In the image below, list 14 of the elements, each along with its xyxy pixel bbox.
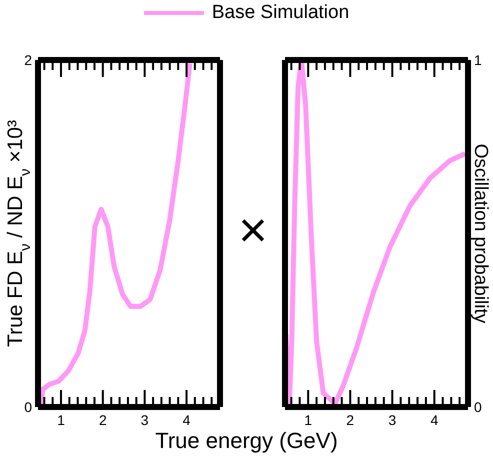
x-tick-label: 2: [98, 412, 107, 428]
x-tick-label: 4: [182, 412, 191, 428]
x-tick-label: 1: [304, 412, 312, 428]
x-tick-label: 1: [57, 412, 66, 428]
y2-axis-title: Oscillation probability: [470, 144, 491, 324]
y2-tick-label: 1: [474, 52, 482, 68]
x-axis-title: True energy (GeV): [154, 428, 339, 454]
text: ×: [237, 202, 269, 258]
x-tick-label: 4: [430, 412, 438, 428]
y2-tick-label: 0: [474, 398, 482, 415]
legend-label: Base Simulation: [212, 2, 350, 24]
x-tick-label: 3: [388, 412, 396, 428]
x-tick-label: 3: [140, 412, 149, 428]
x-tick-label: 2: [346, 412, 354, 428]
